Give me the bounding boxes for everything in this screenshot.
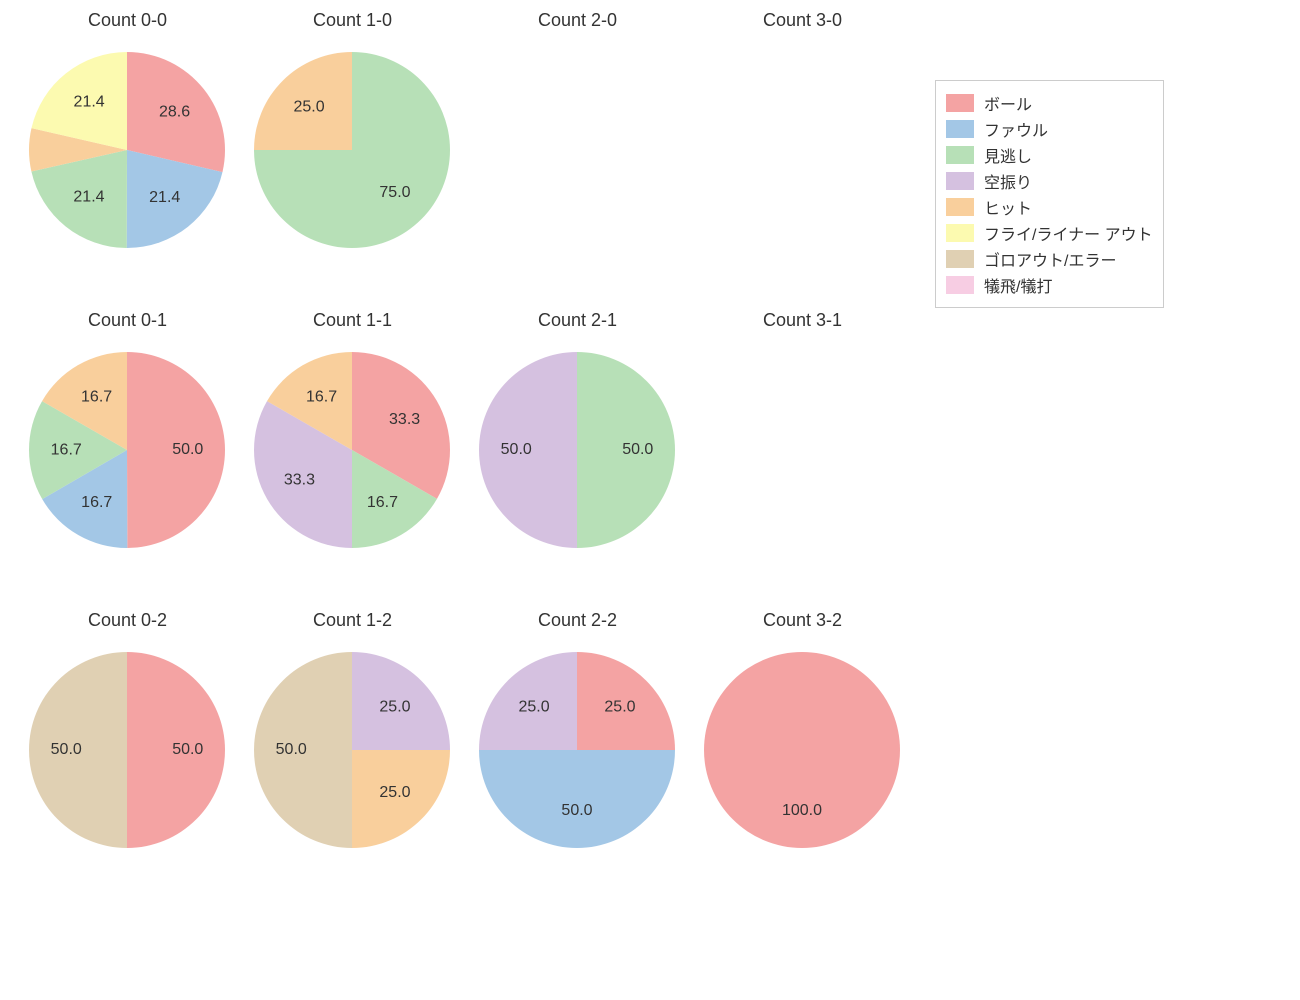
pie-slice-label: 25.0 bbox=[379, 784, 410, 801]
pie-cell: Count 1-1 33.3 16.7 33.3 16.7 bbox=[240, 310, 465, 610]
pie-title: Count 3-2 bbox=[690, 610, 915, 631]
pie-cell: Count 0-2 50.0 50.0 bbox=[15, 610, 240, 910]
pie-chart: 100.0 bbox=[702, 650, 902, 850]
pie-chart: 25.0 25.0 50.0 bbox=[252, 650, 452, 850]
pie-slice-label: 50.0 bbox=[51, 741, 82, 758]
pie-slice-label: 25.0 bbox=[518, 698, 549, 715]
legend-swatch bbox=[946, 94, 974, 112]
pie-slice-label: 21.4 bbox=[73, 189, 104, 206]
pie-title: Count 2-1 bbox=[465, 310, 690, 331]
pie-cell: Count 0-1 50.0 16.7 16.7 16.7 bbox=[15, 310, 240, 610]
legend-item: フライ/ライナー アウト bbox=[946, 221, 1153, 245]
legend-label: 犠飛/犠打 bbox=[984, 273, 1052, 297]
pie-cell: Count 2-2 25.0 50.0 25.0 bbox=[465, 610, 690, 910]
pie-title: Count 1-1 bbox=[240, 310, 465, 331]
pie-slice-label: 50.0 bbox=[172, 441, 203, 458]
pie-title: Count 2-0 bbox=[465, 10, 690, 31]
legend-swatch bbox=[946, 198, 974, 216]
pie-slice-label: 25.0 bbox=[604, 698, 635, 715]
legend-item: 空振り bbox=[946, 169, 1153, 193]
legend: ボールファウル見逃し空振りヒットフライ/ライナー アウトゴロアウト/エラー犠飛/… bbox=[935, 80, 1164, 308]
pie-cell: Count 3-1 bbox=[690, 310, 915, 610]
pie-slice-label: 50.0 bbox=[561, 802, 592, 819]
legend-label: 空振り bbox=[984, 169, 1032, 193]
pie-title: Count 3-1 bbox=[690, 310, 915, 331]
legend-label: ファウル bbox=[984, 117, 1048, 141]
legend-item: ボール bbox=[946, 91, 1153, 115]
pie-slice-label: 16.7 bbox=[306, 389, 337, 406]
legend-item: ヒット bbox=[946, 195, 1153, 219]
pie-cell: Count 2-1 50.0 50.0 bbox=[465, 310, 690, 610]
legend-label: ボール bbox=[984, 91, 1032, 115]
pie-slice-label: 75.0 bbox=[379, 184, 410, 201]
legend-swatch bbox=[946, 172, 974, 190]
pie-slice bbox=[479, 750, 675, 848]
pie-slice-label: 50.0 bbox=[622, 441, 653, 458]
pie-slice-label: 28.6 bbox=[159, 103, 190, 120]
legend-label: ヒット bbox=[984, 195, 1032, 219]
legend-swatch bbox=[946, 224, 974, 242]
pie-title: Count 0-1 bbox=[15, 310, 240, 331]
legend-item: ファウル bbox=[946, 117, 1153, 141]
pie-cell: Count 3-0 bbox=[690, 10, 915, 310]
legend-label: ゴロアウト/エラー bbox=[984, 247, 1116, 271]
pie-cell: Count 3-2 100.0 bbox=[690, 610, 915, 910]
legend-swatch bbox=[946, 250, 974, 268]
legend-swatch bbox=[946, 120, 974, 138]
pie-title: Count 2-2 bbox=[465, 610, 690, 631]
legend-label: 見逃し bbox=[984, 143, 1032, 167]
pie-chart: 33.3 16.7 33.3 16.7 bbox=[252, 350, 452, 550]
pie-slice-label: 21.4 bbox=[74, 94, 105, 111]
chart-canvas: Count 0-0 28.6 21.4 21.4 21.4 Count 1-0 75.0 25… bbox=[0, 0, 1300, 1000]
legend-swatch bbox=[946, 276, 974, 294]
legend-item: ゴロアウト/エラー bbox=[946, 247, 1153, 271]
pie-chart: 50.0 50.0 bbox=[477, 350, 677, 550]
legend-label: フライ/ライナー アウト bbox=[984, 221, 1153, 245]
pie-chart: 28.6 21.4 21.4 21.4 bbox=[27, 50, 227, 250]
pie-slice-label: 33.3 bbox=[284, 472, 315, 489]
pie-slice-label: 16.7 bbox=[81, 389, 112, 406]
pie-slice-label: 16.7 bbox=[367, 494, 398, 511]
pie-title: Count 1-2 bbox=[240, 610, 465, 631]
pie-slice-label: 33.3 bbox=[389, 411, 420, 428]
pie-cell: Count 1-0 75.0 25.0 bbox=[240, 10, 465, 310]
pie-cell: Count 2-0 bbox=[465, 10, 690, 310]
pie-slice-label: 25.0 bbox=[293, 98, 324, 115]
pie-chart: 50.0 16.7 16.7 16.7 bbox=[27, 350, 227, 550]
pie-slice-label: 21.4 bbox=[149, 189, 180, 206]
pie-slice-label: 50.0 bbox=[501, 441, 532, 458]
pie-slice-label: 50.0 bbox=[276, 741, 307, 758]
legend-item: 見逃し bbox=[946, 143, 1153, 167]
legend-swatch bbox=[946, 146, 974, 164]
legend-item: 犠飛/犠打 bbox=[946, 273, 1153, 297]
pie-chart: 75.0 25.0 bbox=[252, 50, 452, 250]
pie-chart: 25.0 50.0 25.0 bbox=[477, 650, 677, 850]
pie-cell: Count 1-2 25.0 25.0 50.0 bbox=[240, 610, 465, 910]
pie-slice-label: 50.0 bbox=[172, 741, 203, 758]
pie-slice-label: 16.7 bbox=[81, 494, 112, 511]
pie-slice-label: 100.0 bbox=[782, 802, 822, 819]
pie-slice-label: 25.0 bbox=[379, 698, 410, 715]
pie-slice-label: 16.7 bbox=[51, 441, 82, 458]
pie-title: Count 0-0 bbox=[15, 10, 240, 31]
pie-title: Count 0-2 bbox=[15, 610, 240, 631]
pie-chart: 50.0 50.0 bbox=[27, 650, 227, 850]
pie-cell: Count 0-0 28.6 21.4 21.4 21.4 bbox=[15, 10, 240, 310]
pie-title: Count 3-0 bbox=[690, 10, 915, 31]
pie-title: Count 1-0 bbox=[240, 10, 465, 31]
